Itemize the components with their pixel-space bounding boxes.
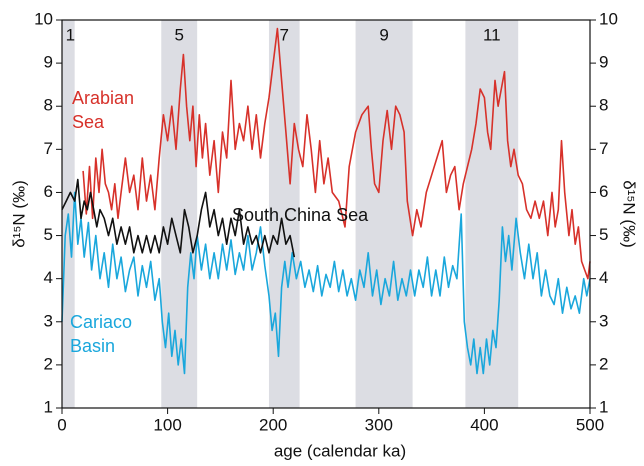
y-tick-label: 9	[44, 53, 53, 72]
y2-tick-label: 2	[599, 354, 608, 373]
y2-tick-label: 10	[599, 9, 618, 28]
x-tick-label: 200	[259, 415, 287, 434]
series-label: Cariaco Basin	[70, 312, 133, 356]
x-tick-label: 400	[470, 415, 498, 434]
y-tick-label: 5	[44, 225, 53, 244]
x-axis-label: age (calendar ka)	[274, 441, 406, 460]
y-tick-label: 2	[44, 354, 53, 373]
y-tick-label: 6	[44, 182, 53, 201]
y-tick-label: 7	[44, 139, 53, 158]
interglacial-band	[268, 20, 300, 408]
band-label: 11	[483, 25, 501, 44]
x-tick-label: 300	[365, 415, 393, 434]
x-tick-label: 100	[153, 415, 181, 434]
band-label: 7	[280, 25, 289, 44]
y-tick-label: 1	[44, 397, 53, 416]
y-tick-label: 4	[44, 268, 53, 287]
y-tick-label: 8	[44, 96, 53, 115]
band-label: 9	[379, 25, 388, 44]
y2-tick-label: 6	[599, 182, 608, 201]
data-line	[61, 191, 591, 375]
y2-axis-label: δ¹⁵N (‰)	[620, 180, 639, 248]
interglacial-band	[161, 20, 198, 408]
y2-tick-label: 3	[599, 311, 608, 330]
plot-frame	[61, 19, 591, 409]
y2-tick-label: 8	[599, 96, 608, 115]
band-label: 5	[174, 25, 183, 44]
y2-tick-label: 4	[599, 268, 608, 287]
y2-tick-label: 7	[599, 139, 608, 158]
y-axis-label: δ¹⁵N (‰)	[9, 180, 28, 248]
y-tick-label: 3	[44, 311, 53, 330]
y2-tick-label: 1	[599, 397, 608, 416]
x-tick-label: 0	[57, 415, 66, 434]
y2-tick-label: 9	[599, 53, 608, 72]
series-label: Arabian Sea	[72, 88, 135, 132]
series-label: South China Sea	[232, 205, 369, 225]
data-line	[82, 27, 591, 280]
x-tick-label: 500	[576, 415, 604, 434]
y2-tick-label: 5	[599, 225, 608, 244]
interglacial-band	[355, 20, 413, 408]
band-label: 1	[66, 25, 75, 44]
data-line	[61, 178, 296, 258]
y-tick-label: 10	[34, 9, 53, 28]
